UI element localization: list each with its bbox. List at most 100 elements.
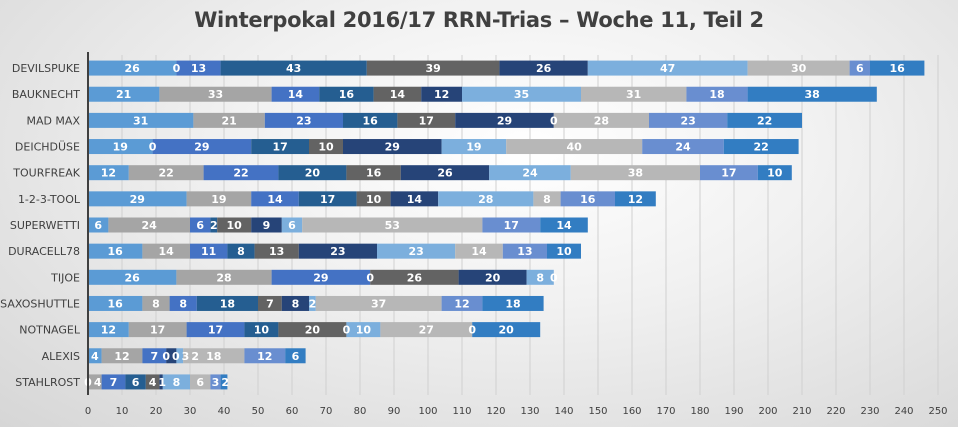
bar-segment: [162, 374, 190, 390]
bar-segment: [502, 243, 547, 259]
data-label: 10: [356, 324, 372, 337]
x-tick-label: 230: [860, 406, 879, 417]
data-label: 4: [91, 350, 99, 363]
bar-segment: [547, 243, 581, 259]
bar-segment: [298, 243, 377, 259]
data-label: 2: [210, 219, 218, 232]
bar-segment: [587, 60, 748, 76]
data-label: 29: [194, 141, 209, 154]
bar-segment: [642, 139, 724, 155]
bar-segment: [159, 86, 272, 102]
category-label: 1-2-3-TOOL: [18, 193, 81, 206]
bar-segment: [88, 348, 102, 364]
data-label: 6: [292, 350, 300, 363]
bar-segment: [220, 374, 228, 390]
data-label: 26: [536, 62, 552, 75]
category-label: NOTNAGEL: [19, 324, 81, 337]
data-label: 16: [108, 245, 124, 258]
bar-segment: [196, 295, 258, 311]
data-label: 16: [339, 88, 355, 101]
category-label: TOURFREAK: [12, 167, 81, 180]
bar-segment: [727, 112, 802, 128]
bar-segment: [499, 60, 588, 76]
data-label: 19: [113, 141, 128, 154]
data-label: 8: [152, 297, 160, 310]
bar-segment: [176, 348, 184, 364]
data-label: 29: [130, 193, 145, 206]
data-label: 12: [628, 193, 643, 206]
category-label: ALEXIS: [42, 350, 80, 363]
bar-segment: [190, 374, 211, 390]
bar-segment: [281, 217, 303, 233]
bar-segment: [343, 112, 398, 128]
x-tick-label: 30: [184, 406, 197, 417]
bar-segment: [244, 322, 279, 338]
bar-segment: [686, 86, 748, 102]
data-label: 35: [514, 88, 529, 101]
bar-segment: [346, 165, 401, 181]
bar-segment: [88, 165, 129, 181]
bar-segment: [649, 112, 728, 128]
x-tick-label: 240: [894, 406, 913, 417]
data-label: 13: [191, 62, 206, 75]
data-label: 23: [680, 114, 695, 127]
bar-segment: [570, 165, 700, 181]
data-label: 18: [709, 88, 724, 101]
bar-segment: [482, 295, 544, 311]
bar-segment: [264, 112, 343, 128]
bar-segment: [169, 295, 197, 311]
bar-segment: [88, 295, 143, 311]
bar-segment: [166, 348, 177, 364]
bar-segment: [190, 217, 211, 233]
bar-segment: [271, 86, 320, 102]
bar-segment: [220, 60, 367, 76]
bar-segment: [455, 243, 503, 259]
data-label: 4: [149, 376, 157, 389]
bar-segment: [849, 60, 870, 76]
x-tick-label: 150: [588, 406, 607, 417]
data-label: 29: [497, 114, 512, 127]
bar-segment: [366, 60, 500, 76]
bar-segment: [186, 322, 245, 338]
data-label: 20: [485, 271, 501, 284]
data-label: 2: [191, 350, 199, 363]
bar-segment: [377, 243, 456, 259]
bar-segment: [176, 269, 272, 285]
x-tick-label: 20: [150, 406, 163, 417]
data-label: 10: [366, 193, 382, 206]
x-tick-label: 100: [418, 406, 437, 417]
data-label: 29: [313, 271, 328, 284]
x-tick-label: 130: [520, 406, 539, 417]
data-label: 16: [890, 62, 906, 75]
data-label: 14: [288, 88, 304, 101]
data-label: 11: [201, 245, 216, 258]
bar-segment: [128, 322, 187, 338]
bar-segment: [421, 86, 462, 102]
data-label: 6: [288, 219, 296, 232]
category-label: MAD MAX: [26, 114, 80, 127]
bar-segment: [285, 348, 306, 364]
data-label: 28: [216, 271, 231, 284]
data-label: 6: [196, 219, 204, 232]
bar-segment: [88, 374, 102, 390]
bar-segment: [506, 139, 643, 155]
data-label: 2: [221, 376, 229, 389]
data-label: 0: [343, 324, 351, 337]
data-label: 17: [504, 219, 519, 232]
bar-segment: [88, 112, 194, 128]
bar-segment: [560, 191, 615, 207]
data-label: 17: [150, 324, 165, 337]
x-tick-label: 80: [354, 406, 367, 417]
bar-segment: [455, 112, 554, 128]
bar-segment: [309, 139, 343, 155]
data-label: 17: [721, 167, 736, 180]
data-label: 38: [805, 88, 820, 101]
bar-segment: [319, 86, 374, 102]
data-label: 20: [499, 324, 515, 337]
data-label: 0: [162, 350, 170, 363]
bar-segment: [346, 322, 381, 338]
category-label: SUPERWETTI: [10, 219, 80, 232]
x-tick-label: 140: [554, 406, 573, 417]
data-label: 14: [159, 245, 175, 258]
